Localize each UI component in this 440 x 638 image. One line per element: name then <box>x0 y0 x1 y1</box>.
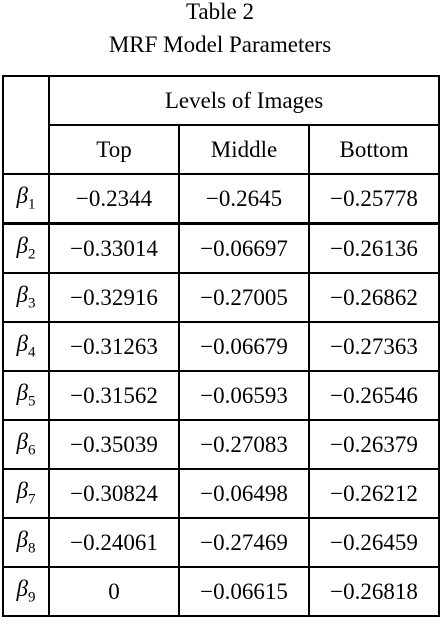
row-subscript: 2 <box>27 246 36 263</box>
column-header: Middle <box>178 124 310 175</box>
corner-cell <box>2 75 50 175</box>
value-cell: −0.2645 <box>178 173 310 225</box>
group-header: Levels of Images <box>47 75 440 126</box>
value-cell: −0.06697 <box>178 222 310 274</box>
data-row: β5 −0.31562 −0.06593 −0.26546 <box>2 370 440 421</box>
value-cell: −0.26212 <box>307 468 440 519</box>
row-label: β5 <box>2 370 50 421</box>
row-symbol: β <box>16 282 28 308</box>
value-cell: −0.27083 <box>178 419 310 470</box>
row-label: β8 <box>2 517 50 568</box>
data-row: β3 −0.32916 −0.27005 −0.26862 <box>2 272 440 323</box>
group-header-row: Levels of Images <box>2 75 440 175</box>
column-header: Top <box>48 124 180 175</box>
value-cell: −0.06593 <box>178 370 310 421</box>
table-title: Table 2 <box>185 0 254 24</box>
row-subscript: 3 <box>27 295 36 312</box>
column-header-row: Top Middle Bottom <box>3 124 440 175</box>
column-header: Bottom <box>307 124 440 175</box>
data-row: β7 −0.30824 −0.06498 −0.26212 <box>2 468 440 519</box>
value-cell: −0.26818 <box>307 566 440 617</box>
row-subscript: 9 <box>27 589 36 606</box>
value-cell: −0.30824 <box>48 468 180 519</box>
value-cell: −0.26459 <box>307 517 440 568</box>
row-label: β6 <box>2 419 50 470</box>
value-cell: −0.35039 <box>48 419 180 470</box>
table-subtitle: MRF Model Parameters <box>108 32 332 57</box>
row-subscript: 6 <box>27 442 36 459</box>
data-row: β9 0 −0.06615 −0.26818 <box>2 566 440 617</box>
value-cell: −0.06498 <box>178 468 310 519</box>
value-cell: −0.2344 <box>48 173 180 225</box>
value-cell: −0.31263 <box>48 321 180 372</box>
value-cell: −0.31562 <box>48 370 180 421</box>
row-label: β4 <box>2 321 50 372</box>
value-cell: −0.26136 <box>307 222 440 274</box>
value-cell: −0.27363 <box>307 321 440 372</box>
parameter-table: Levels of Images Top Middle Bottom β1 −0.23… <box>2 75 440 617</box>
value-cell: −0.24061 <box>48 517 180 568</box>
data-row: β8 −0.24061 −0.27469 −0.26459 <box>2 517 440 568</box>
value-cell: −0.25778 <box>307 173 440 225</box>
value-cell: −0.27469 <box>178 517 310 568</box>
row-symbol: β <box>16 576 28 602</box>
value-cell: −0.32916 <box>48 272 180 323</box>
row-label: β3 <box>2 272 50 323</box>
value-cell: −0.26862 <box>307 272 440 323</box>
row-subscript: 7 <box>27 491 36 508</box>
value-cell: −0.06615 <box>178 566 310 617</box>
data-row: β6 −0.35039 −0.27083 −0.26379 <box>2 419 440 470</box>
row-subscript: 5 <box>27 393 36 410</box>
row-subscript: 4 <box>27 344 36 361</box>
row-subscript: 8 <box>27 540 36 557</box>
row-symbol: β <box>16 527 28 553</box>
row-symbol: β <box>16 183 28 209</box>
value-cell: −0.27005 <box>178 272 310 323</box>
value-cell: −0.26379 <box>307 419 440 470</box>
table-body: Levels of Images Top Middle Bottom β1 −0.23… <box>2 75 440 617</box>
data-row: β1 −0.2344 −0.2645 −0.25778 <box>2 173 440 225</box>
data-row: β2 −0.33014 −0.06697 −0.26136 <box>2 222 440 274</box>
row-label: β2 <box>2 222 50 274</box>
row-symbol: β <box>16 233 28 259</box>
row-symbol: β <box>16 478 28 504</box>
row-label: β9 <box>2 566 50 617</box>
row-symbol: β <box>16 331 28 357</box>
row-label: β1 <box>2 173 50 225</box>
value-cell: −0.26546 <box>307 370 440 421</box>
data-row: β4 −0.31263 −0.06679 −0.27363 <box>2 321 440 372</box>
value-cell: −0.33014 <box>48 222 180 274</box>
row-symbol: β <box>16 429 28 455</box>
value-cell: −0.06679 <box>178 321 310 372</box>
row-subscript: 1 <box>27 196 36 213</box>
row-label: β7 <box>2 468 50 519</box>
row-symbol: β <box>16 380 28 406</box>
value-cell: 0 <box>48 566 180 617</box>
